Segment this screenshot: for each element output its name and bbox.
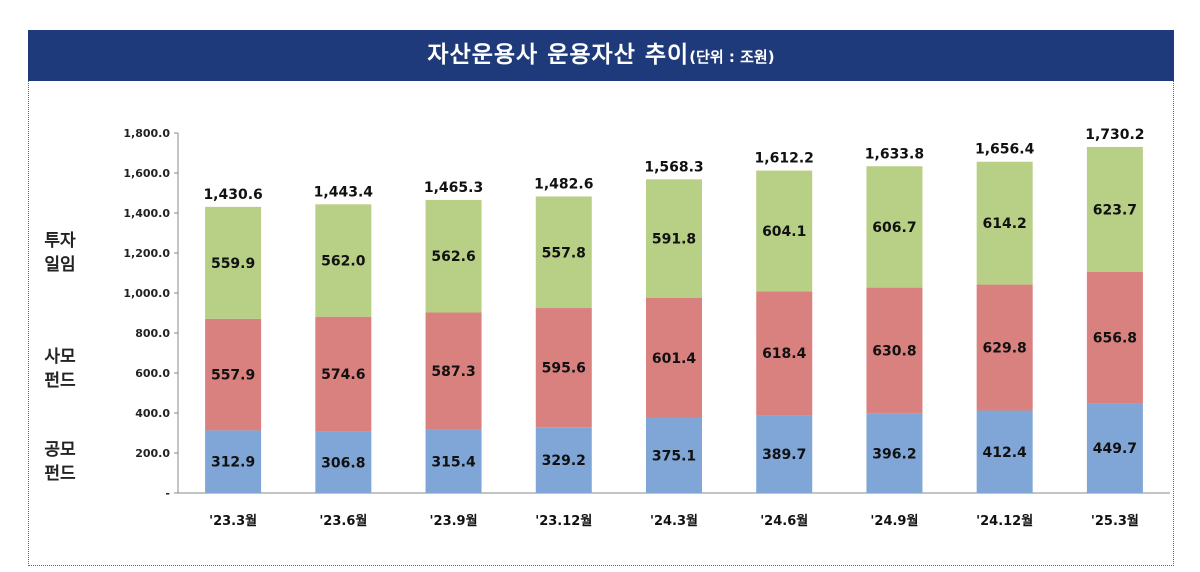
bar-private bbox=[866, 287, 923, 414]
legend-private-fund: 사모 펀드 bbox=[40, 345, 80, 393]
bar-investment bbox=[976, 161, 1033, 285]
value-label-investment: 614.2 bbox=[983, 216, 1027, 232]
legend-public-fund: 공모 펀드 bbox=[40, 438, 80, 486]
value-label-private: 574.6 bbox=[321, 367, 365, 383]
bar-public bbox=[756, 415, 813, 493]
bar-private bbox=[535, 308, 592, 428]
total-label: 1,443.4 bbox=[314, 184, 374, 200]
bar-private bbox=[1086, 271, 1143, 404]
bar-investment bbox=[646, 179, 702, 298]
value-label-investment: 604.1 bbox=[762, 224, 806, 240]
bar-investment bbox=[756, 170, 813, 292]
y-tick-label: 1,800.0 bbox=[123, 127, 170, 140]
bar-investment bbox=[425, 199, 482, 313]
bar-public bbox=[535, 427, 592, 493]
bar-public bbox=[205, 430, 262, 493]
value-label-investment: 562.6 bbox=[431, 249, 475, 265]
total-label: 1,482.6 bbox=[534, 176, 593, 192]
y-tick-label: 400.0 bbox=[135, 407, 170, 420]
y-tick-label: 800.0 bbox=[135, 327, 170, 340]
bar-private bbox=[976, 284, 1033, 411]
x-tick-label: '23.3월 bbox=[209, 513, 257, 529]
value-label-private: 557.9 bbox=[211, 368, 255, 384]
value-label-private: 629.8 bbox=[983, 341, 1027, 357]
y-tick-label: 1,000.0 bbox=[123, 287, 170, 300]
chart-title: 자산운용사 운용자산 추이 bbox=[427, 42, 690, 68]
y-tick-label: 1,400.0 bbox=[123, 207, 170, 220]
bar-investment bbox=[535, 196, 592, 309]
bar-public bbox=[866, 413, 923, 493]
total-label: 1,730.2 bbox=[1085, 127, 1144, 143]
value-label-public: 396.2 bbox=[872, 446, 916, 462]
total-label: 1,612.2 bbox=[755, 151, 814, 167]
value-label-public: 306.8 bbox=[321, 455, 365, 471]
value-label-investment: 606.7 bbox=[872, 220, 916, 236]
value-label-investment: 562.0 bbox=[321, 254, 366, 270]
bar-public bbox=[1086, 403, 1143, 493]
x-tick-label: '23.12월 bbox=[535, 513, 592, 529]
value-label-private: 656.8 bbox=[1093, 330, 1137, 346]
legend-private-line2: 펀드 bbox=[44, 371, 76, 391]
x-tick-label: '24.12월 bbox=[976, 513, 1033, 529]
legend-public-line1: 공모 bbox=[44, 440, 76, 460]
chart-unit: (단위 : 조원) bbox=[689, 48, 775, 66]
y-tick-label: 1,600.0 bbox=[123, 167, 170, 180]
x-tick-label: '24.3월 bbox=[650, 513, 698, 529]
bar-private bbox=[646, 297, 702, 418]
value-label-investment: 559.9 bbox=[211, 256, 255, 272]
total-label: 1,656.4 bbox=[975, 142, 1035, 158]
total-label: 1,568.3 bbox=[644, 159, 703, 175]
value-label-public: 412.4 bbox=[983, 445, 1028, 461]
total-label: 1,633.8 bbox=[865, 146, 924, 162]
total-label: 1,430.6 bbox=[203, 187, 262, 203]
value-label-public: 449.7 bbox=[1093, 441, 1137, 457]
bar-private bbox=[205, 318, 262, 431]
value-label-private: 595.6 bbox=[542, 361, 586, 377]
value-label-private: 630.8 bbox=[872, 344, 916, 360]
x-tick-label: '24.9월 bbox=[870, 513, 918, 529]
value-label-investment: 557.8 bbox=[542, 245, 586, 261]
bar-private bbox=[425, 312, 482, 430]
value-label-private: 601.4 bbox=[652, 351, 697, 367]
value-label-public: 375.1 bbox=[652, 448, 696, 464]
total-label: 1,465.3 bbox=[424, 180, 483, 196]
legend-private-line1: 사모 bbox=[44, 347, 76, 367]
bar-public bbox=[976, 410, 1033, 493]
value-label-investment: 623.7 bbox=[1093, 202, 1137, 218]
y-tick-label: - bbox=[165, 487, 170, 500]
value-label-investment: 591.8 bbox=[652, 232, 696, 248]
y-tick-label: 1,200.0 bbox=[123, 247, 170, 260]
legend-investment: 투자 일임 bbox=[40, 229, 80, 277]
value-label-public: 329.2 bbox=[542, 453, 586, 469]
y-tick-label: 200.0 bbox=[135, 447, 170, 460]
bar-public bbox=[646, 417, 702, 493]
bar-private bbox=[756, 291, 813, 416]
value-label-public: 389.7 bbox=[762, 447, 806, 463]
bar-public bbox=[425, 429, 482, 493]
bar-investment bbox=[866, 166, 923, 288]
x-tick-label: '25.3월 bbox=[1091, 513, 1139, 529]
chart-title-bar: 자산운용사 운용자산 추이(단위 : 조원) bbox=[28, 30, 1174, 81]
value-label-private: 587.3 bbox=[431, 364, 475, 380]
legend-public-line2: 펀드 bbox=[44, 464, 76, 484]
value-label-public: 315.4 bbox=[431, 454, 476, 470]
legend-investment-line1: 투자 bbox=[44, 231, 76, 251]
x-tick-label: '24.6월 bbox=[760, 513, 808, 529]
value-label-public: 312.9 bbox=[211, 455, 255, 471]
bar-investment bbox=[1086, 146, 1143, 272]
value-label-private: 618.4 bbox=[762, 346, 807, 362]
bar-private bbox=[315, 316, 372, 432]
legend-investment-line2: 일임 bbox=[44, 255, 76, 275]
bar-investment bbox=[205, 206, 262, 319]
x-tick-label: '23.6월 bbox=[319, 513, 367, 529]
y-tick-label: 600.0 bbox=[135, 367, 170, 380]
bar-investment bbox=[315, 204, 372, 317]
x-tick-label: '23.9월 bbox=[430, 513, 478, 529]
bar-public bbox=[315, 431, 372, 493]
